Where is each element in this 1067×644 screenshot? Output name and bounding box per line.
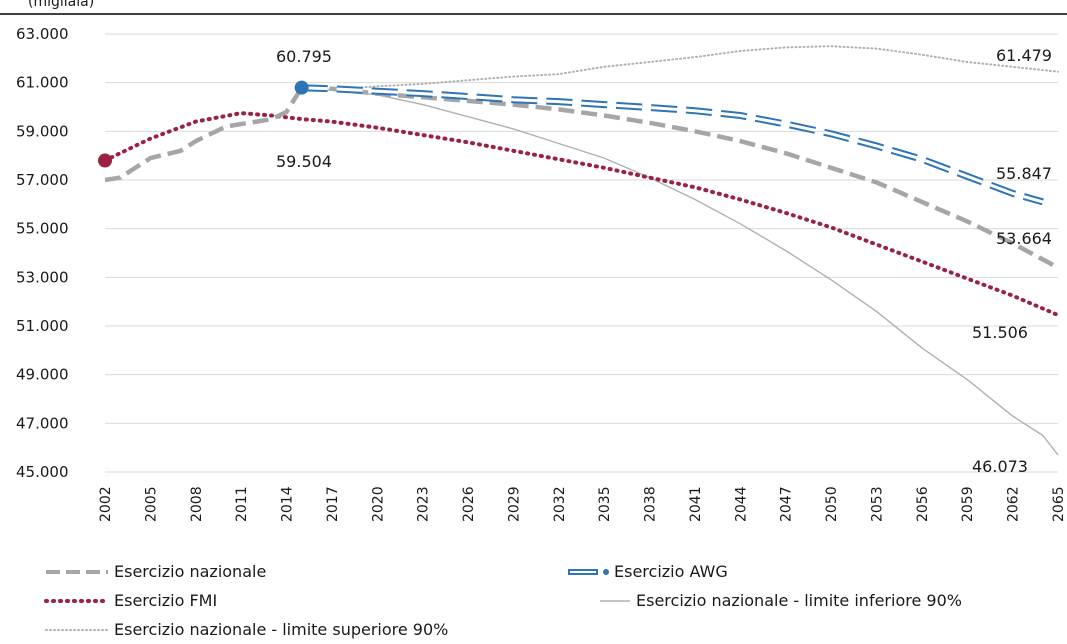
x-tick-label: 2026	[461, 486, 477, 522]
y-tick-label: 55.000	[16, 220, 69, 238]
series-marker-2	[294, 80, 309, 95]
data-label: 55.847	[996, 164, 1052, 183]
x-tick-label: 2056	[915, 486, 931, 522]
y-tick-label: 57.000	[16, 171, 69, 189]
x-tick-label: 2035	[597, 486, 613, 522]
data-label: 46.073	[972, 457, 1028, 476]
series-marker-3	[98, 153, 112, 168]
series-line-1	[104, 85, 1060, 270]
x-tick-label: 2050	[824, 486, 840, 522]
series-line-2	[301, 84, 1044, 206]
x-tick-label: 2008	[189, 486, 205, 522]
x-tick-label: 2062	[1006, 486, 1022, 522]
y-tick-label: 53.000	[16, 268, 69, 286]
x-tick-label: 2017	[325, 486, 341, 522]
y-tick-label: 45.000	[16, 463, 69, 481]
x-tick-label: 2029	[506, 486, 522, 522]
x-tick-label: 2014	[280, 486, 296, 522]
legend-swatch-2-dot	[603, 569, 609, 575]
data-label: 59.504	[276, 152, 332, 171]
y-tick-label: 63.000	[16, 25, 69, 43]
x-tick-label: 2011	[234, 486, 250, 522]
data-label: 51.506	[972, 323, 1028, 342]
series-line-2-inner	[301, 86, 1044, 204]
y-tick-label: 51.000	[16, 317, 69, 335]
data-label: 53.664	[996, 229, 1052, 248]
series-line-3	[103, 111, 1060, 318]
x-axis-ticks: 2002 2005 2008 2011 2014 2017 2020 2023 2026 2029…	[98, 486, 1067, 522]
x-tick-label: 2047	[779, 486, 795, 522]
series-line-4	[301, 87, 1059, 456]
legend-label-1: Esercizio nazionale	[114, 562, 266, 581]
x-tick-label: 2032	[552, 486, 568, 522]
x-tick-label: 2044	[733, 486, 749, 522]
data-labels: 53.664 60.795 55.847 59.504 51.506 46.073 61.4…	[276, 46, 1052, 476]
series-line-5	[300, 45, 1059, 91]
legend-label-4: Esercizio nazionale - limite inferiore 9…	[636, 591, 962, 610]
y-axis-ticks: 45.000 47.000 49.000 51.000 53.000 55.000 57.0…	[16, 25, 69, 481]
x-tick-label: 2038	[643, 486, 659, 522]
y-tick-label: 49.000	[16, 366, 69, 384]
x-tick-label: 2020	[370, 486, 386, 522]
y-tick-label: 59.000	[16, 122, 69, 140]
x-tick-label: 2041	[688, 486, 704, 522]
data-label: 61.479	[996, 46, 1052, 65]
series-lines	[103, 45, 1060, 456]
y-tick-label: 61.000	[16, 74, 69, 92]
x-tick-label: 2059	[960, 486, 976, 522]
legend-label-5: Esercizio nazionale - limite superiore 9…	[114, 620, 448, 639]
gridlines	[105, 33, 1058, 473]
legend-label-2: Esercizio AWG	[614, 562, 728, 581]
legend-label-3: Esercizio FMI	[114, 591, 217, 610]
x-tick-label: 2053	[869, 486, 885, 522]
legend: Esercizio nazionale Esercizio AWG Esercizi…	[44, 562, 962, 639]
series-markers	[98, 80, 309, 168]
chart-header-text: (migliaia)	[28, 0, 94, 10]
y-tick-label: 47.000	[16, 414, 69, 432]
data-label: 60.795	[276, 47, 332, 66]
x-tick-label: 2005	[143, 486, 159, 522]
x-tick-label: 2023	[416, 486, 432, 522]
x-tick-label: 2002	[98, 486, 114, 522]
x-tick-label: 2065	[1051, 486, 1067, 522]
